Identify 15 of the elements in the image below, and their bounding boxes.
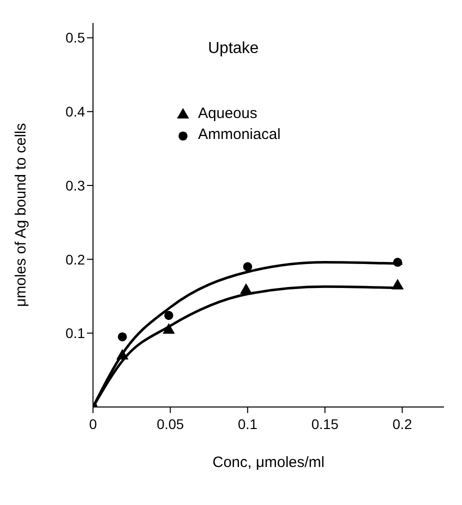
x-axis-title: Conc, μmoles/ml bbox=[212, 454, 325, 471]
x-tick-label: 0 bbox=[89, 416, 98, 432]
y-tick-label: 0.3 bbox=[66, 177, 86, 194]
x-tick-label: 0.05 bbox=[156, 416, 184, 432]
y-axis-title: μmoles of Ag bound to cells bbox=[12, 123, 30, 307]
y-tick-label: 0.4 bbox=[66, 104, 86, 120]
x-tick-label: 0.1 bbox=[238, 416, 258, 432]
legend-label: Aqueous bbox=[198, 105, 258, 122]
text: Uptake bbox=[208, 40, 259, 58]
x-tick-label: 0.2 bbox=[392, 416, 412, 432]
y-tick-label: 0.1 bbox=[66, 325, 86, 342]
y-tick-label: 0.2 bbox=[66, 251, 86, 268]
x-tick-label: 0.15 bbox=[311, 416, 339, 432]
legend-label: Ammoniacal bbox=[198, 126, 281, 143]
y-tick-label: 0.5 bbox=[66, 30, 86, 46]
